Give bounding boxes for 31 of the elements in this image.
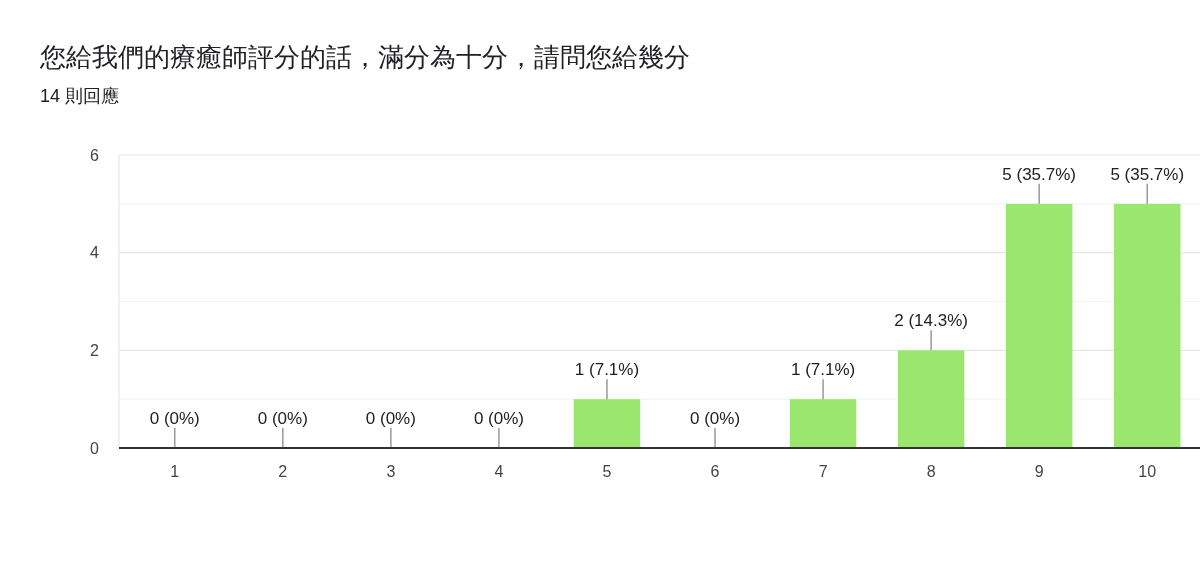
x-tick-label: 10 <box>1138 462 1157 480</box>
bar <box>897 350 965 448</box>
bar <box>789 399 857 448</box>
data-label: 1 (7.1%) <box>574 360 640 380</box>
data-label: 0 (0%) <box>257 408 308 428</box>
x-tick-label: 8 <box>926 462 936 480</box>
data-label: 0 (0%) <box>689 408 741 428</box>
x-tick-label: 4 <box>494 462 504 480</box>
x-tick-label: 7 <box>818 462 828 480</box>
x-tick-label: 9 <box>1034 462 1044 480</box>
bar <box>1114 203 1181 448</box>
x-tick-label: 6 <box>710 462 720 480</box>
data-label: 2 (14.3%) <box>894 311 968 331</box>
chart-title: 您給我們的療癒師評分的話，滿分為十分，請問您給幾分 <box>39 42 690 71</box>
data-label: 0 (0%) <box>365 408 416 428</box>
data-label: 0 (0%) <box>473 408 524 428</box>
bar <box>1005 203 1073 448</box>
data-label: 1 (7.1%) <box>790 360 856 380</box>
data-label: 5 (35.7%) <box>1110 164 1185 184</box>
bar <box>573 399 641 448</box>
y-tick-label: 4 <box>90 244 100 262</box>
chart-subtitle: 14 則回應 <box>40 86 120 107</box>
x-tick-label: 1 <box>170 462 180 480</box>
y-tick-label: 0 <box>90 439 100 457</box>
data-label: 0 (0%) <box>149 408 200 428</box>
x-tick-label: 2 <box>278 462 288 480</box>
y-tick-label: 6 <box>90 146 100 164</box>
x-tick-label: 5 <box>602 462 612 480</box>
y-tick-label: 2 <box>90 341 100 359</box>
data-label: 5 (35.7%) <box>1002 164 1077 184</box>
x-tick-label: 3 <box>386 462 396 480</box>
